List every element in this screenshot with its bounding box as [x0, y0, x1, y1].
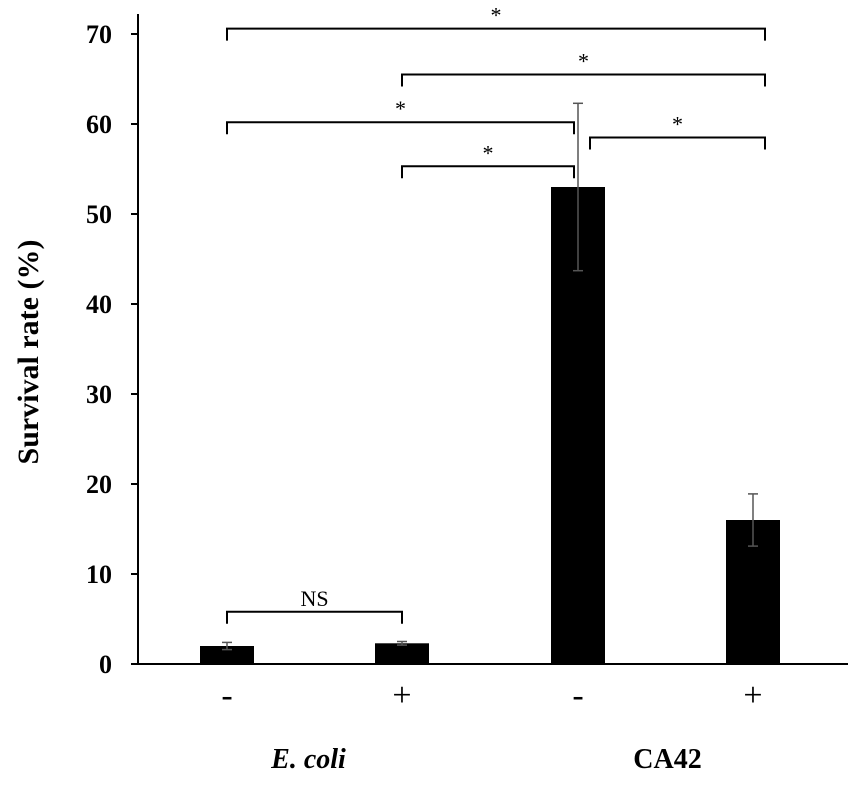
significance-bracket: [226, 121, 575, 135]
significance-bracket: [401, 73, 766, 87]
error-bars: [222, 102, 758, 651]
x-tick-label: +: [392, 677, 411, 714]
group-label: E. coli: [270, 744, 346, 775]
y-axis-label: Survival rate (%): [12, 240, 45, 465]
bar: [200, 646, 254, 664]
y-tick-label: 70: [86, 20, 112, 49]
y-tick-label: 50: [86, 200, 112, 229]
x-tick-label: -: [221, 677, 232, 714]
significance-label: *: [483, 140, 494, 165]
significance-bracket: [226, 610, 403, 624]
group-label: CA42: [633, 744, 701, 775]
y-tick-label: 30: [86, 380, 112, 409]
bars: [200, 187, 780, 664]
significance-label: *: [491, 3, 502, 28]
y-tick-label: 60: [86, 110, 112, 139]
significance-bracket: [589, 136, 766, 150]
y-tick-label: 0: [99, 650, 112, 679]
y-tick-label: 40: [86, 290, 112, 319]
significance-label: *: [578, 49, 589, 74]
significance-brackets: NS * * * * *: [226, 3, 766, 624]
significance-label: *: [395, 96, 406, 121]
bar: [375, 643, 429, 664]
x-tick-label: -: [572, 677, 583, 714]
significance-bracket: [401, 165, 575, 179]
y-tick-label: 10: [86, 560, 112, 589]
x-axis: - + - + E. coli CA42: [138, 663, 848, 775]
x-tick-label: +: [743, 677, 762, 714]
significance-label: NS: [300, 586, 328, 611]
significance-label: *: [672, 112, 683, 137]
y-tick-label: 20: [86, 470, 112, 499]
significance-bracket: [226, 27, 766, 41]
y-axis: 0 10 20 30 40 50 60 70: [86, 14, 139, 679]
